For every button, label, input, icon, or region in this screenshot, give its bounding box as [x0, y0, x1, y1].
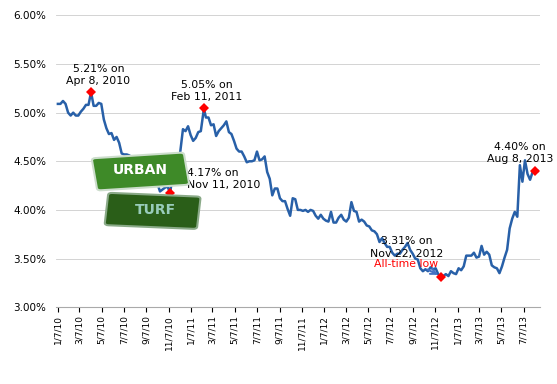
Text: TURF: TURF	[135, 204, 175, 217]
Text: 5.05% on
Feb 11, 2011: 5.05% on Feb 11, 2011	[171, 79, 242, 102]
FancyBboxPatch shape	[92, 153, 189, 190]
Text: URBAN: URBAN	[113, 163, 168, 177]
Text: 4.17% on
Nov 11, 2010: 4.17% on Nov 11, 2010	[187, 168, 260, 190]
Text: 3.31% on
Nov 22, 2012: 3.31% on Nov 22, 2012	[370, 236, 443, 258]
Text: 5.21% on
Apr 8, 2010: 5.21% on Apr 8, 2010	[66, 64, 130, 86]
FancyBboxPatch shape	[105, 193, 201, 229]
Text: 4.40% on
Aug 8, 2013: 4.40% on Aug 8, 2013	[487, 142, 554, 164]
Text: All-time low: All-time low	[374, 259, 438, 269]
